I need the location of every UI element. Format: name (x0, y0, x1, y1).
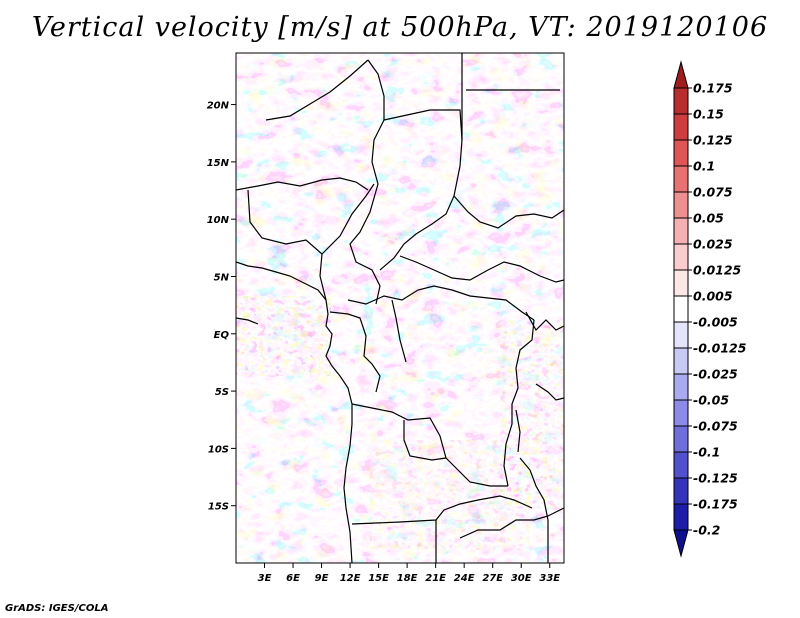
colorbar-swatch (673, 425, 689, 453)
colorbar-label: -0.125 (693, 471, 738, 486)
colorbar-swatch (673, 217, 689, 245)
x-tick-label: 27E (482, 573, 503, 584)
colorbar-label: 0.1 (693, 159, 715, 174)
colorbar-swatch (673, 321, 689, 349)
colorbar-label: 0.05 (693, 211, 724, 226)
x-tick-label: 6E (286, 573, 300, 584)
x-tick-label: 30E (511, 573, 532, 584)
colorbar-label: 0.005 (693, 289, 733, 304)
colorbar-label: 0.125 (693, 133, 733, 148)
colorbar-label: -0.075 (693, 419, 738, 434)
colorbar-label: -0.1 (693, 445, 720, 460)
colorbar-swatch (673, 451, 689, 479)
x-tick-label: 9E (315, 573, 329, 584)
colorbar-swatch (673, 503, 689, 531)
plot-frame (235, 52, 565, 564)
x-tick-label: 33E (539, 573, 560, 584)
colorbar-label: -0.0125 (693, 341, 747, 356)
x-tick-label: 12E (340, 573, 361, 584)
y-tick-label: 10N (207, 215, 230, 226)
colorbar-label: -0.2 (693, 523, 720, 538)
colorbar-swatch (673, 87, 689, 115)
x-tick-label: 15E (368, 573, 389, 584)
colorbar-swatch (673, 529, 689, 558)
chart-title: Vertical velocity [m/s] at 500hPa, VT: 2… (31, 12, 769, 43)
colorbar-swatch (673, 373, 689, 401)
velocity-field (236, 53, 564, 563)
colorbar-label: 0.075 (693, 185, 733, 200)
colorbar-swatch (673, 139, 689, 167)
country-borders (236, 53, 564, 563)
y-tick-label: 20N (207, 101, 230, 112)
y-tick-label: 15S (208, 502, 229, 513)
colorbar-swatch (673, 399, 689, 427)
colorbar-label: -0.05 (693, 393, 729, 408)
x-tick-label: 21E (425, 573, 446, 584)
x-tick-label: 18E (397, 573, 418, 584)
colorbar-label: 0.175 (693, 81, 733, 96)
y-axis-ticks: 20N 15N 10N 5N EQ 5S 10S 15S (207, 101, 236, 513)
colorbar-label: -0.175 (693, 497, 738, 512)
colorbar-label: 0.15 (693, 107, 724, 122)
grads-credit: GrADS: IGES/COLA (5, 603, 109, 614)
colorbar-swatch (673, 243, 689, 271)
colorbar-swatch (673, 191, 689, 219)
y-tick-label: 10S (208, 444, 229, 455)
y-tick-label: 5S (215, 387, 229, 398)
colorbar-swatch (673, 269, 689, 297)
colorbar-swatch (673, 347, 689, 375)
colorbar-swatch (673, 60, 689, 89)
x-axis-ticks: 3E 6E 9E 12E 15E 18E 21E 24E 27E 30E 33E (258, 563, 560, 584)
y-tick-label: EQ (214, 330, 230, 341)
colorbar-swatch (673, 113, 689, 141)
colorbar-swatch (673, 477, 689, 505)
y-tick-label: 15N (207, 158, 230, 169)
colorbar-swatch (673, 295, 689, 323)
y-tick-label: 5N (214, 272, 230, 283)
colorbar: 0.175 0.15 0.125 0.1 0.075 0.05 0.025 0.0125 0.0… (673, 60, 747, 558)
colorbar-label: 0.025 (693, 237, 733, 252)
colorbar-swatch (673, 165, 689, 193)
x-tick-label: 24E (454, 573, 475, 584)
colorbar-label: -0.025 (693, 367, 738, 382)
colorbar-label: 0.0125 (693, 263, 742, 278)
colorbar-label: -0.005 (693, 315, 738, 330)
x-tick-label: 3E (258, 573, 272, 584)
